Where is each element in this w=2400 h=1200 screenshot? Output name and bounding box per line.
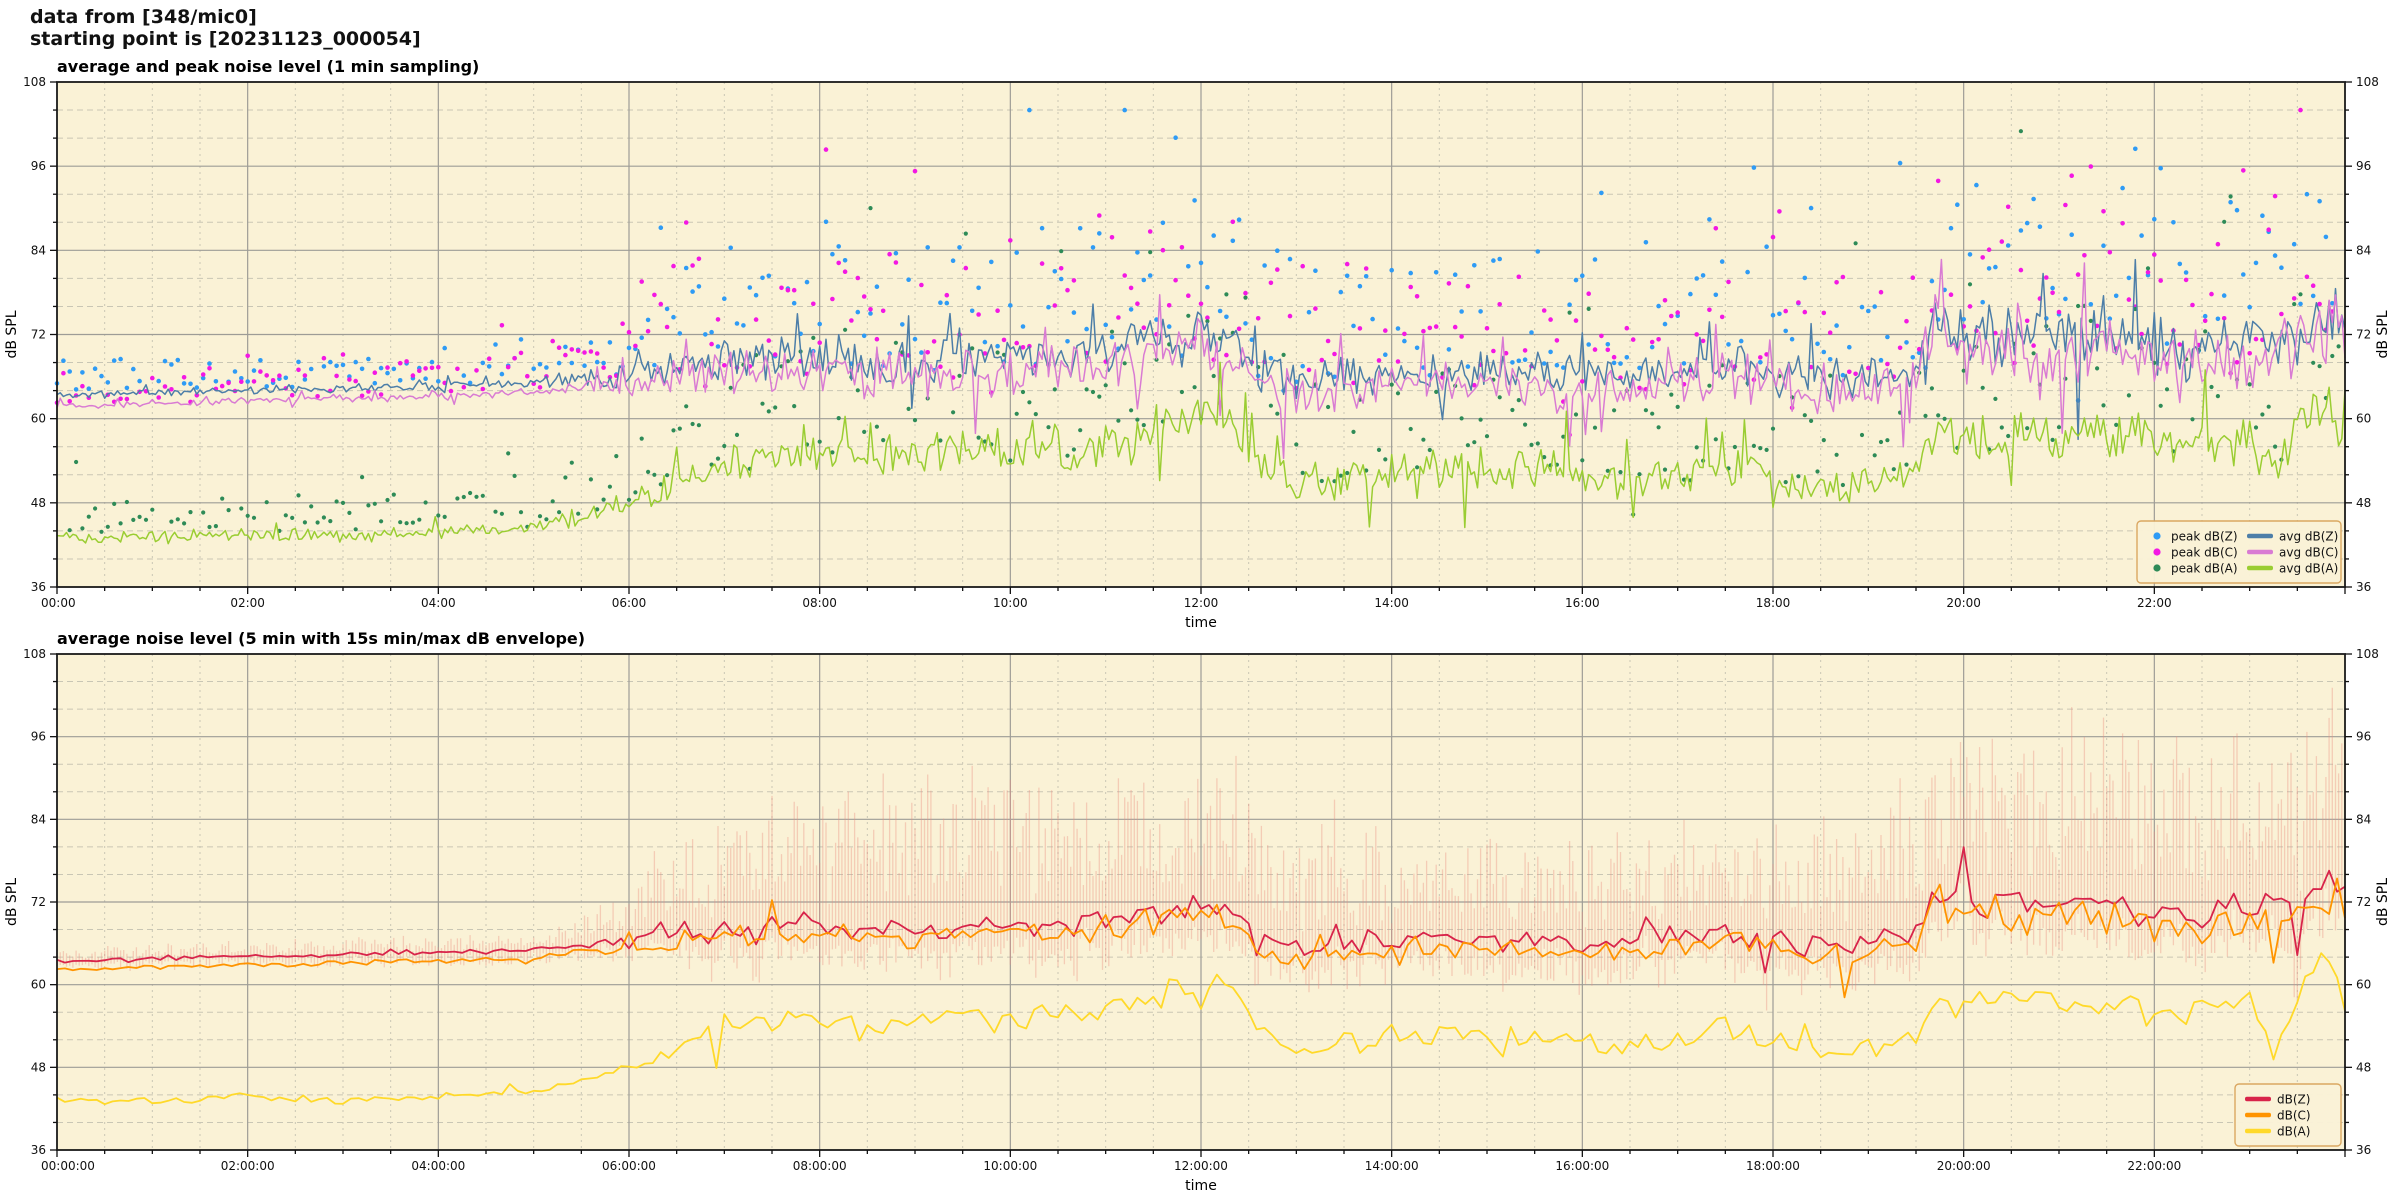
x-tick-label: 10:00 <box>993 596 1028 610</box>
legend-label: dB(C) <box>2277 1109 2311 1123</box>
legend-marker-db-z <box>2245 1096 2271 1102</box>
chart-title: average and peak noise level (1 min samp… <box>57 57 479 76</box>
y-tick-label-left: 60 <box>31 978 46 992</box>
y-tick-label-left: 36 <box>31 580 46 594</box>
y-tick-label-right: 36 <box>2356 1143 2371 1157</box>
x-tick-label: 20:00 <box>1946 596 1981 610</box>
header-line-source: data from [348/mic0] <box>30 6 257 28</box>
y-tick-label-right: 96 <box>2356 730 2371 744</box>
legend-marker-avg-db-c <box>2247 549 2273 555</box>
legend-marker-peak-db-a <box>2153 564 2161 572</box>
tick-marks <box>50 653 2352 1157</box>
y-tick-label-right: 48 <box>2356 496 2371 510</box>
x-tick-label: 00:00:00 <box>41 1159 95 1173</box>
legend-marker-db-c <box>2245 1112 2271 1118</box>
x-tick-label: 06:00 <box>612 596 647 610</box>
chart-average-noise-level-envelope: 00:00:00 02:00:00 04:00:00 06:00:00 08:00:00… <box>4 632 2391 1194</box>
series-line-avg-db-c <box>56 258 2346 460</box>
y-tick-label-right: 96 <box>2356 159 2371 173</box>
y-tick-label-left: 96 <box>31 159 46 173</box>
x-tick-label: 04:00 <box>421 596 456 610</box>
grid-major <box>57 654 2345 1150</box>
legend-label: peak dB(A) <box>2171 562 2238 576</box>
x-tick-label: 12:00:00 <box>1174 1159 1228 1173</box>
x-tick-label: 20:00:00 <box>1937 1159 1991 1173</box>
x-tick-label: 12:00 <box>1184 596 1219 610</box>
y-tick-label-left: 84 <box>31 812 46 826</box>
y-tick-label-right: 72 <box>2356 895 2371 909</box>
x-tick-label: 04:00:00 <box>411 1159 465 1173</box>
legend: dB(Z) dB(C) dB(A) <box>2234 1083 2342 1147</box>
legend-marker-peak-db-z <box>2153 532 2161 540</box>
series-line-db-z <box>56 846 2346 974</box>
x-tick-label: 22:00:00 <box>2127 1159 2181 1173</box>
tick-labels: 00:00:00 02:00:00 04:00:00 06:00:00 08:00:00… <box>23 647 2379 1173</box>
y-axis-label-right: dB SPL <box>2375 310 2391 358</box>
legend-marker-db-a <box>2245 1128 2271 1134</box>
legend-marker-peak-db-c <box>2153 548 2161 556</box>
tick-marks <box>50 81 2352 594</box>
y-tick-label-left: 36 <box>31 1143 46 1157</box>
y-axis-label-right: dB SPL <box>2375 878 2391 926</box>
y-tick-label-right: 60 <box>2356 978 2371 992</box>
x-tick-label: 14:00 <box>1374 596 1409 610</box>
legend: peak dB(Z) peak dB(C) peak dB(A) avg dB(Z) a… <box>2136 520 2342 584</box>
legend-label: dB(Z) <box>2277 1093 2310 1107</box>
y-tick-label-right: 72 <box>2356 328 2371 342</box>
y-tick-label-right: 108 <box>2356 647 2379 661</box>
chart-average-and-peak-noise-level: 00:00 02:00 04:00 06:00 08:00 10:00 12:00 14:00… <box>4 57 2391 630</box>
x-tick-label: 14:00:00 <box>1365 1159 1419 1173</box>
legend-marker-avg-db-z <box>2247 533 2273 539</box>
series-line-avg-db-a <box>56 361 2346 545</box>
y-tick-label-left: 96 <box>31 730 46 744</box>
legend-label: avg dB(Z) <box>2279 530 2338 544</box>
y-tick-label-left: 60 <box>31 412 46 426</box>
y-tick-label-left: 108 <box>23 647 46 661</box>
x-tick-label: 10:00:00 <box>983 1159 1037 1173</box>
legend-label: avg dB(C) <box>2279 546 2338 560</box>
legend-label: peak dB(Z) <box>2171 530 2238 544</box>
x-tick-label: 06:00:00 <box>602 1159 656 1173</box>
y-tick-label-left: 48 <box>31 1060 46 1074</box>
x-tick-label: 02:00 <box>230 596 265 610</box>
legend-box <box>2136 520 2342 584</box>
x-tick-label: 02:00:00 <box>221 1159 275 1173</box>
x-tick-label: 00:00 <box>41 596 76 610</box>
legend-label: peak dB(C) <box>2171 546 2238 560</box>
x-tick-label: 16:00:00 <box>1555 1159 1609 1173</box>
y-axis-label-left: dB SPL <box>4 878 20 926</box>
y-tick-label-right: 60 <box>2356 412 2371 426</box>
x-tick-label: 22:00 <box>2137 596 2172 610</box>
y-tick-label-right: 48 <box>2356 1060 2371 1074</box>
x-tick-label: 18:00 <box>1756 596 1791 610</box>
legend-label: avg dB(A) <box>2279 562 2338 576</box>
y-tick-label-right: 36 <box>2356 580 2371 594</box>
x-axis-label: time <box>1185 1178 1217 1194</box>
legend-marker-avg-db-a <box>2247 565 2273 571</box>
tick-labels: 00:00 02:00 04:00 06:00 08:00 10:00 12:00 14:00… <box>23 75 2379 610</box>
series-line-db-a <box>56 952 2346 1106</box>
figure-header: data from [348/mic0] starting point is [… <box>30 6 421 50</box>
series-line-db-c <box>56 877 2346 999</box>
y-tick-label-left: 72 <box>31 328 46 342</box>
y-tick-label-right: 84 <box>2356 812 2371 826</box>
x-tick-label: 16:00 <box>1565 596 1600 610</box>
legend-label: dB(A) <box>2277 1125 2310 1139</box>
y-tick-label-left: 72 <box>31 895 46 909</box>
x-axis-label: time <box>1185 615 1217 630</box>
header-line-start: starting point is [20231123_000054] <box>30 28 421 50</box>
x-tick-label: 08:00:00 <box>793 1159 847 1173</box>
x-tick-label: 08:00 <box>802 596 837 610</box>
y-tick-label-right: 108 <box>2356 75 2379 89</box>
y-axis-label-left: dB SPL <box>4 310 20 358</box>
y-tick-label-left: 48 <box>31 496 46 510</box>
x-tick-label: 18:00:00 <box>1746 1159 1800 1173</box>
chart-title: average noise level (5 min with 15s min/… <box>57 632 585 648</box>
scatter-peak-db-a <box>67 129 2341 534</box>
y-tick-label-left: 84 <box>31 243 46 257</box>
y-tick-label-right: 84 <box>2356 243 2371 257</box>
y-tick-label-left: 108 <box>23 75 46 89</box>
